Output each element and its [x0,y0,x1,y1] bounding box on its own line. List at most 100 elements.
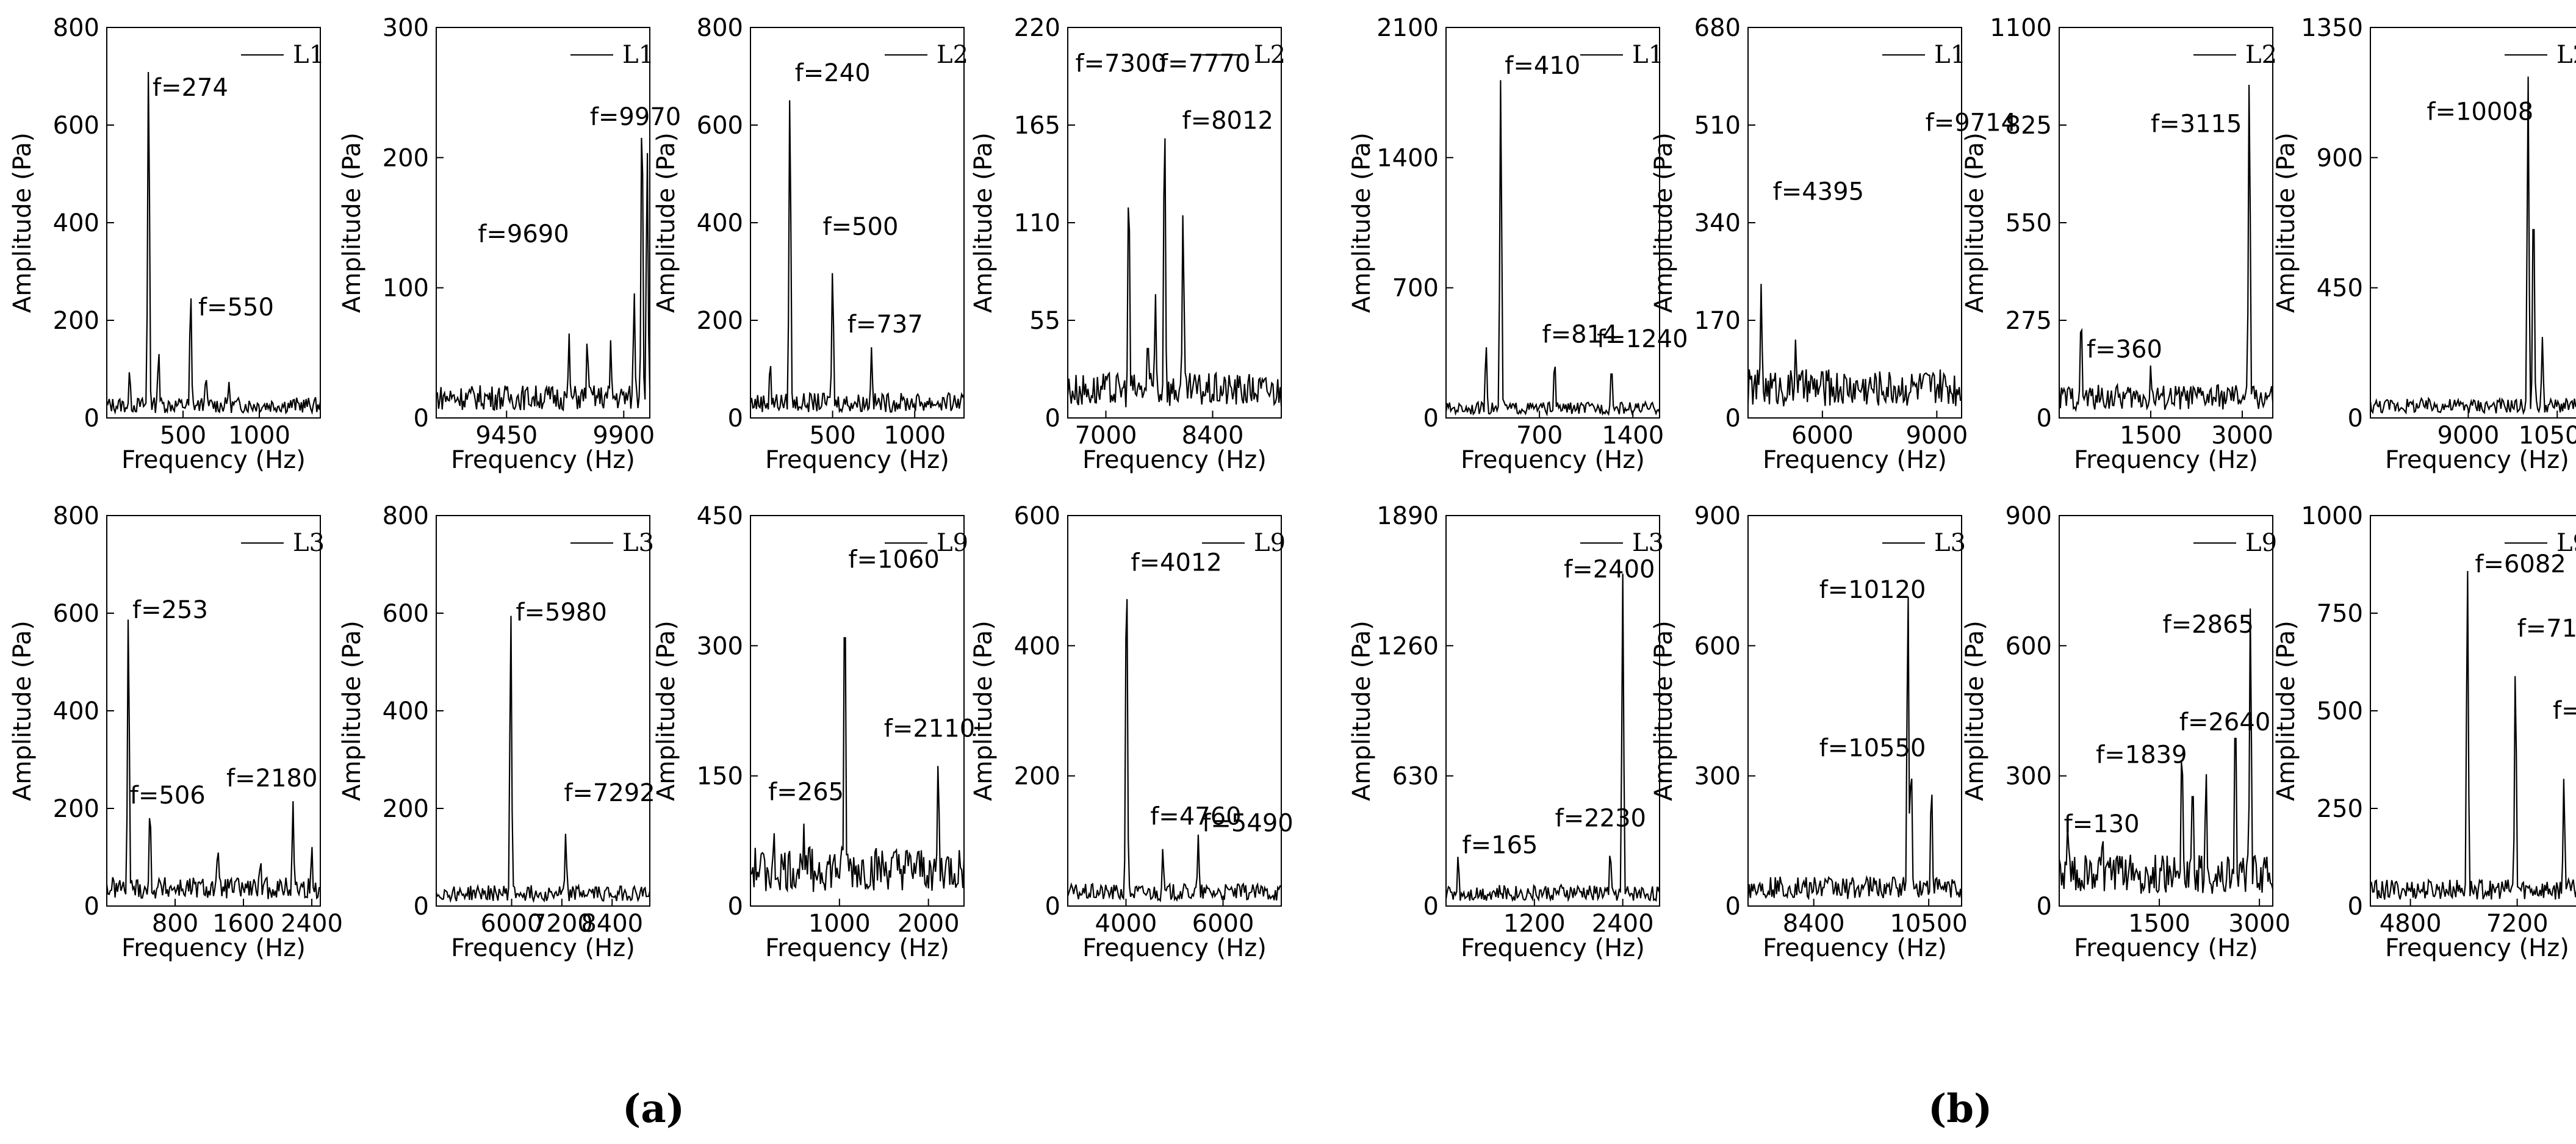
x-tick-label: 1400 [1602,422,1664,450]
spectrum-line [2058,608,2274,894]
y-tick-label: 300 [383,14,429,42]
x-tick-label: 7200 [531,910,593,938]
y-tick-label: 300 [2006,763,2052,791]
peak-annotation: f=10120 [1819,576,1926,604]
y-tick-label: 400 [53,209,99,237]
x-axis-label: Frequency (Hz) [451,934,635,962]
x-tick-label: 500 [160,422,206,450]
y-tick-label: 680 [1694,14,1741,42]
panel-a-caption: (a) [622,1086,685,1132]
spectrum-line [1067,138,1283,408]
plot-frame [1445,27,1660,419]
x-axis-label: Frequency (Hz) [121,934,306,962]
y-axis-label: Amplitude (Pa) [1650,621,1678,801]
y-tick-label: 800 [53,14,99,42]
x-tick-label: 10500 [1890,910,1968,938]
x-tick-label: 7200 [2486,910,2549,938]
y-tick-label: 2100 [1376,14,1439,42]
y-axis-label: Amplitude (Pa) [338,132,366,313]
legend-label: L3 [293,529,325,557]
peak-annotation: f=4012 [1131,549,1221,577]
y-tick-label: 0 [84,405,99,433]
peak-annotation: f=550 [198,293,274,322]
y-axis-label: Amplitude (Pa) [1961,132,1989,313]
peak-annotation: f=2640 [2179,708,2270,736]
plot-frame [2370,27,2576,419]
y-tick-label: 1000 [2301,502,2363,530]
plot-frame [436,27,650,419]
y-tick-label: 200 [1014,763,1060,791]
y-tick-label: 1350 [2301,14,2363,42]
legend-label: L1 [622,41,654,69]
y-tick-label: 800 [383,502,429,530]
y-tick-label: 900 [2317,144,2363,172]
y-tick-label: 0 [2348,405,2363,433]
x-axis-label: Frequency (Hz) [1082,446,1267,474]
peak-annotation: f=737 [847,311,923,339]
peak-annotation: f=9714 [1926,109,2017,137]
x-axis-label: Frequency (Hz) [1461,934,1645,962]
peak-annotation: f=253 [132,596,208,624]
y-axis-label: Amplitude (Pa) [338,621,366,801]
legend-label: L1 [1934,41,1966,69]
peak-annotation: f=2400 [1564,556,1655,584]
legend-label: L2 [2245,41,2277,69]
y-axis-label: Amplitude (Pa) [652,621,680,801]
peak-annotation: f=500 [822,213,898,241]
peak-annotation: f=4395 [1773,178,1864,206]
y-tick-label: 200 [383,795,429,823]
plot-frame [106,515,321,907]
spectrum-line [106,71,322,416]
peak-annotation: f=274 [153,74,228,102]
peak-annotation: f=2110 [884,715,975,743]
y-tick-label: 800 [697,14,743,42]
plot-frame [1067,515,1282,907]
peak-annotation: f=9970 [590,103,681,131]
plot-frame [1445,515,1660,907]
y-tick-label: 450 [697,502,743,530]
peak-annotation: f=8250 [2553,697,2576,725]
peak-annotation: f=7292 [564,779,655,807]
x-axis-label: Frequency (Hz) [2074,446,2258,474]
peak-annotation: f=8012 [1182,107,1273,135]
x-tick-label: 3000 [2228,910,2290,938]
peak-annotation: f=360 [2087,336,2162,364]
y-axis-label: Amplitude (Pa) [970,132,998,313]
y-tick-label: 1100 [1990,14,2052,42]
y-axis-label: Amplitude (Pa) [1348,132,1376,313]
y-tick-label: 0 [2348,893,2363,921]
y-tick-label: 100 [383,275,429,303]
peak-annotation: f=240 [795,59,871,87]
x-tick-label: 4000 [1095,910,1157,938]
x-tick-label: 1000 [228,422,290,450]
x-tick-label: 7000 [1075,422,1137,450]
x-axis-label: Frequency (Hz) [1082,934,1267,962]
y-tick-label: 110 [1014,209,1060,237]
legend-label: L9 [2556,529,2576,557]
x-tick-label: 2400 [1592,910,1654,938]
y-tick-label: 275 [2006,307,2052,335]
legend-label: L9 [937,529,968,557]
x-axis-label: Frequency (Hz) [451,446,635,474]
peak-annotation: f=6082 [2475,550,2566,578]
y-tick-label: 200 [697,307,743,335]
y-tick-label: 630 [1392,763,1439,791]
plot-frame [1747,515,1962,907]
x-tick-label: 2400 [281,910,343,938]
x-axis-label: Frequency (Hz) [765,934,949,962]
peak-annotation: f=410 [1505,52,1580,80]
y-tick-label: 450 [2317,275,2363,303]
y-tick-label: 510 [1694,112,1741,140]
y-tick-label: 170 [1694,307,1741,335]
x-tick-label: 9900 [592,422,655,450]
legend-label: L1 [1632,41,1664,69]
y-tick-label: 200 [53,795,99,823]
